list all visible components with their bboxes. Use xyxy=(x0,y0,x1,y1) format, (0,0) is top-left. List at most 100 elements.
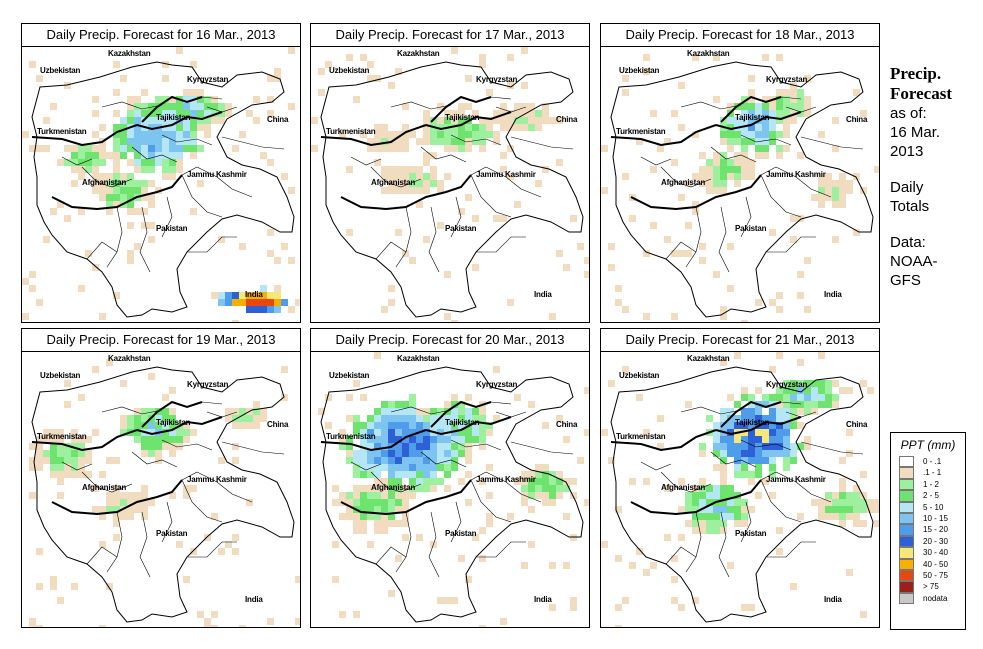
precip-cell xyxy=(134,117,141,124)
map-canvas xyxy=(318,352,589,627)
forecast-panel: Daily Precip. Forecast for 18 Mar., 2013… xyxy=(600,23,880,323)
precip-cell xyxy=(162,103,169,110)
precip-cell xyxy=(402,520,409,527)
precip-cell xyxy=(134,145,141,152)
precip-cell xyxy=(549,604,556,611)
precip-cell xyxy=(360,464,367,471)
precip-cell xyxy=(734,513,741,520)
precip-cell xyxy=(797,380,804,387)
precip-cell xyxy=(225,292,232,299)
precip-cell xyxy=(253,401,260,408)
precip-cell xyxy=(127,117,134,124)
precip-cell xyxy=(29,464,36,471)
precip-cell xyxy=(57,436,64,443)
legend-item: nodata xyxy=(899,592,965,605)
precip-cell xyxy=(832,492,839,499)
precip-cell xyxy=(748,429,755,436)
precip-cell xyxy=(853,229,860,236)
precip-cell xyxy=(225,415,232,422)
precip-cell xyxy=(720,499,727,506)
map-label-kyrgyzstan: Kyrgyzstan xyxy=(476,380,518,389)
precip-cell xyxy=(64,380,71,387)
precip-cell xyxy=(748,159,755,166)
precip-cell xyxy=(239,422,246,429)
map-label-china: China xyxy=(846,420,868,429)
precip-cell xyxy=(78,159,85,166)
precip-cell xyxy=(169,173,176,180)
precip-cell xyxy=(92,180,99,187)
precip-cell xyxy=(148,429,155,436)
precip-cell xyxy=(423,124,430,131)
precip-cell xyxy=(162,166,169,173)
precip-cell xyxy=(556,478,563,485)
province-border xyxy=(375,241,407,260)
precip-cell xyxy=(416,201,423,208)
map-label-tajikistan: Tajikistan xyxy=(445,418,480,427)
precip-cell xyxy=(734,166,741,173)
precip-cell xyxy=(727,429,734,436)
map-canvas xyxy=(29,359,300,627)
precip-cell xyxy=(762,457,769,464)
precip-cell xyxy=(388,471,395,478)
precip-cell xyxy=(353,464,360,471)
precip-cell xyxy=(521,103,528,110)
precip-cell xyxy=(374,352,381,359)
precip-cell xyxy=(685,250,692,257)
precip-cell xyxy=(127,422,134,429)
precip-cell xyxy=(825,180,832,187)
precip-cell xyxy=(444,450,451,457)
province-border xyxy=(390,101,452,110)
precip-map: Kazakhstan Uzbekistan Kyrgyzstan Tajikistan… xyxy=(22,47,300,322)
precip-cell xyxy=(176,541,183,548)
precip-cell xyxy=(549,562,556,569)
precip-cell xyxy=(671,597,678,604)
precip-cell xyxy=(479,436,486,443)
precip-cell xyxy=(409,422,416,429)
province-border xyxy=(139,206,151,273)
precip-cell xyxy=(465,145,472,152)
map-label-afghanistan: Afghanistan xyxy=(661,178,706,187)
precip-cell xyxy=(190,485,197,492)
precip-cell xyxy=(388,82,395,89)
precip-cell xyxy=(734,415,741,422)
legend-item: 20 - 30 xyxy=(899,535,965,548)
precip-cell xyxy=(92,506,99,513)
map-label-india: India xyxy=(534,290,552,299)
precip-map: Kazakhstan Uzbekistan Kyrgyzstan Tajikistan… xyxy=(311,352,589,627)
precip-cell xyxy=(374,506,381,513)
precip-cell xyxy=(169,110,176,117)
precip-cell xyxy=(134,159,141,166)
precip-cell xyxy=(346,229,353,236)
precip-cell xyxy=(353,485,360,492)
precip-cell xyxy=(127,131,134,138)
precip-cell xyxy=(162,415,169,422)
precip-cell xyxy=(120,492,127,499)
precip-cell xyxy=(197,180,204,187)
province-border xyxy=(370,166,422,188)
precip-cell xyxy=(671,159,678,166)
precip-cell xyxy=(804,436,811,443)
precip-cell xyxy=(776,152,783,159)
province-border xyxy=(181,174,223,218)
province-border xyxy=(665,546,697,565)
precip-cell xyxy=(134,408,141,415)
precip-cell xyxy=(360,492,367,499)
precip-cell xyxy=(127,187,134,194)
precip-cell xyxy=(36,625,43,627)
precip-cell xyxy=(734,352,741,359)
precip-cell xyxy=(148,499,155,506)
precip-cell xyxy=(755,471,762,478)
precip-cell xyxy=(218,117,225,124)
precip-cell xyxy=(741,124,748,131)
precip-cell xyxy=(381,513,388,520)
precip-cell xyxy=(141,492,148,499)
region-outline xyxy=(320,61,584,318)
precip-cell xyxy=(713,464,720,471)
province-border xyxy=(196,471,253,503)
precip-cell xyxy=(134,492,141,499)
precip-cell xyxy=(274,68,281,75)
precip-cell xyxy=(57,464,64,471)
precip-cell xyxy=(797,443,804,450)
precip-cell xyxy=(92,429,99,436)
country-border xyxy=(141,95,203,123)
